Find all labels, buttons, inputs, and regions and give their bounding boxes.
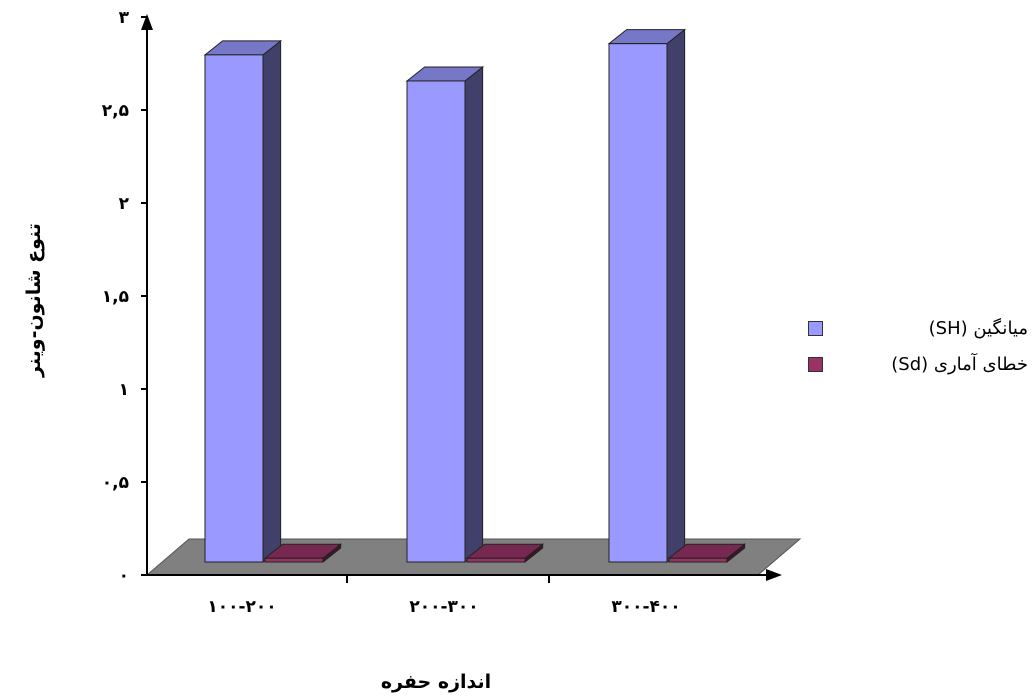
x-tick-label: ۳۰۰-۴۰۰ (611, 597, 680, 617)
y-tick-label: ۰ (119, 566, 129, 586)
legend: میانگین (SH) خطای آماری (Sd) (808, 310, 1028, 382)
y-axis-arrow-icon (141, 14, 153, 30)
bar-error (465, 543, 545, 564)
legend-label-error: خطای آماری (Sd) (891, 353, 1028, 375)
legend-label-mean: میانگین (SH) (928, 317, 1028, 339)
bar-error (263, 543, 343, 564)
y-tick-label: ۰,۵ (102, 473, 129, 493)
x-axis-arrow-icon (766, 569, 782, 581)
x-axis-title: اندازه حفره (381, 671, 491, 693)
y-tick-label: ۲,۵ (102, 101, 129, 121)
y-tick-label: ۱,۵ (102, 287, 129, 307)
legend-item-mean: میانگین (SH) (808, 310, 1028, 346)
bar-mean (607, 28, 687, 564)
legend-swatch-mean (808, 320, 823, 336)
bar-mean (405, 65, 485, 564)
y-axis-title: تنوع شانون-وینر (23, 223, 45, 378)
y-tick-label: ۲ (119, 194, 130, 214)
bar-error (667, 543, 747, 564)
x-tick-label: ۱۰۰-۲۰۰ (207, 597, 276, 617)
bar-mean (203, 39, 283, 564)
y-tick-label: ۱ (119, 380, 129, 400)
x-tick-label: ۲۰۰-۳۰۰ (409, 597, 478, 617)
legend-item-error: خطای آماری (Sd) (808, 346, 1028, 382)
y-tick-label: ۳ (119, 8, 130, 28)
legend-swatch-error (808, 356, 823, 372)
